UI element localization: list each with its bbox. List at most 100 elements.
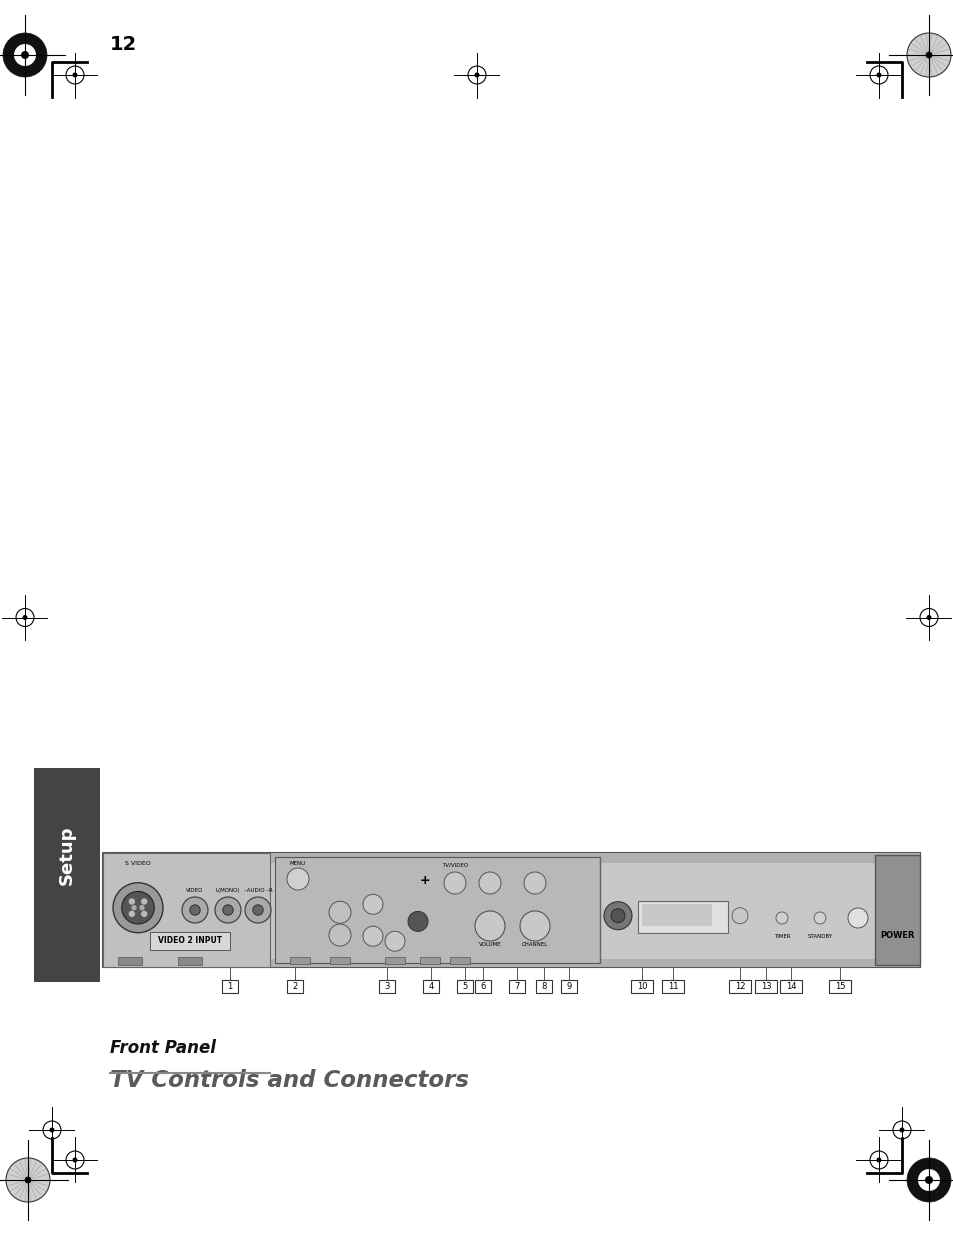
Bar (385, 957, 405, 965)
Bar (287, 981, 303, 993)
Circle shape (925, 52, 931, 58)
Circle shape (385, 931, 405, 951)
Bar (118, 957, 142, 965)
Text: STANDBY: STANDBY (806, 935, 832, 940)
Bar (34, 768, 100, 982)
Bar (103, 853, 919, 863)
Circle shape (813, 911, 825, 924)
Circle shape (3, 33, 47, 77)
Circle shape (122, 892, 154, 924)
Circle shape (443, 872, 465, 894)
Bar (423, 981, 439, 993)
Circle shape (917, 1170, 939, 1191)
Text: MENU: MENU (290, 861, 306, 866)
Circle shape (610, 909, 624, 923)
Text: 15: 15 (834, 983, 844, 992)
Text: 13: 13 (760, 983, 771, 992)
Text: TV/VIDEO: TV/VIDEO (441, 863, 468, 868)
Bar (638, 900, 727, 932)
Circle shape (478, 872, 500, 894)
Text: L(MONO): L(MONO) (215, 888, 240, 893)
Text: 9: 9 (565, 983, 571, 992)
Circle shape (142, 899, 147, 904)
Circle shape (23, 616, 27, 619)
Text: 10: 10 (637, 983, 647, 992)
Circle shape (603, 902, 631, 930)
Bar (641, 904, 711, 926)
Circle shape (924, 1177, 931, 1183)
Bar (475, 981, 491, 993)
Text: TIMER: TIMER (773, 935, 789, 940)
Bar (379, 981, 395, 993)
Text: 3: 3 (384, 983, 390, 992)
Bar (560, 981, 576, 993)
Circle shape (132, 905, 136, 910)
Bar (419, 957, 439, 965)
Text: 2: 2 (292, 983, 297, 992)
Bar (103, 853, 270, 967)
Text: +: + (419, 874, 430, 888)
Bar (221, 981, 237, 993)
Circle shape (363, 926, 382, 946)
Text: VOLUME: VOLUME (478, 942, 500, 947)
Circle shape (475, 73, 478, 77)
Text: Front Panel: Front Panel (110, 1039, 215, 1057)
Circle shape (182, 897, 208, 923)
Text: 5: 5 (462, 983, 467, 992)
Circle shape (214, 897, 241, 923)
Bar (828, 981, 850, 993)
Circle shape (22, 52, 29, 58)
Text: S VIDEO: S VIDEO (125, 861, 151, 866)
Circle shape (73, 1158, 77, 1162)
Bar (178, 957, 202, 965)
Text: 1: 1 (227, 983, 232, 992)
Text: 14: 14 (785, 983, 796, 992)
Text: 7: 7 (514, 983, 519, 992)
Text: 12: 12 (734, 983, 744, 992)
Circle shape (847, 908, 867, 927)
Circle shape (130, 911, 134, 916)
Circle shape (329, 924, 351, 946)
Circle shape (363, 894, 382, 914)
Text: 12: 12 (110, 35, 137, 54)
Circle shape (112, 883, 163, 932)
Circle shape (245, 897, 271, 923)
Circle shape (523, 872, 545, 894)
Text: CHANNEL: CHANNEL (521, 942, 548, 947)
Circle shape (876, 73, 880, 77)
Circle shape (73, 73, 77, 77)
Bar (330, 957, 350, 965)
Text: 6: 6 (479, 983, 485, 992)
Bar (456, 981, 473, 993)
Bar (755, 981, 777, 993)
Circle shape (906, 1158, 950, 1202)
Bar (874, 855, 919, 965)
Circle shape (475, 911, 504, 941)
Bar (780, 981, 801, 993)
Text: VIDEO 2 INPUT: VIDEO 2 INPUT (158, 936, 222, 946)
Text: 11: 11 (667, 983, 678, 992)
Text: POWER: POWER (880, 931, 914, 941)
Bar (728, 981, 750, 993)
Circle shape (900, 1129, 902, 1131)
Bar (631, 981, 653, 993)
Bar (509, 981, 525, 993)
Circle shape (775, 911, 787, 924)
Circle shape (130, 899, 134, 904)
Circle shape (731, 908, 747, 924)
Bar (103, 960, 919, 967)
Bar (274, 857, 599, 963)
Text: 4: 4 (428, 983, 434, 992)
Circle shape (26, 1177, 30, 1183)
Bar (661, 981, 683, 993)
Circle shape (519, 911, 550, 941)
Bar (103, 853, 919, 967)
Circle shape (253, 905, 263, 915)
Circle shape (14, 44, 36, 65)
Text: VIDEO: VIDEO (186, 888, 203, 893)
Circle shape (223, 905, 233, 915)
Circle shape (140, 905, 144, 910)
Circle shape (6, 1158, 50, 1202)
Circle shape (906, 33, 950, 77)
Circle shape (190, 905, 200, 915)
